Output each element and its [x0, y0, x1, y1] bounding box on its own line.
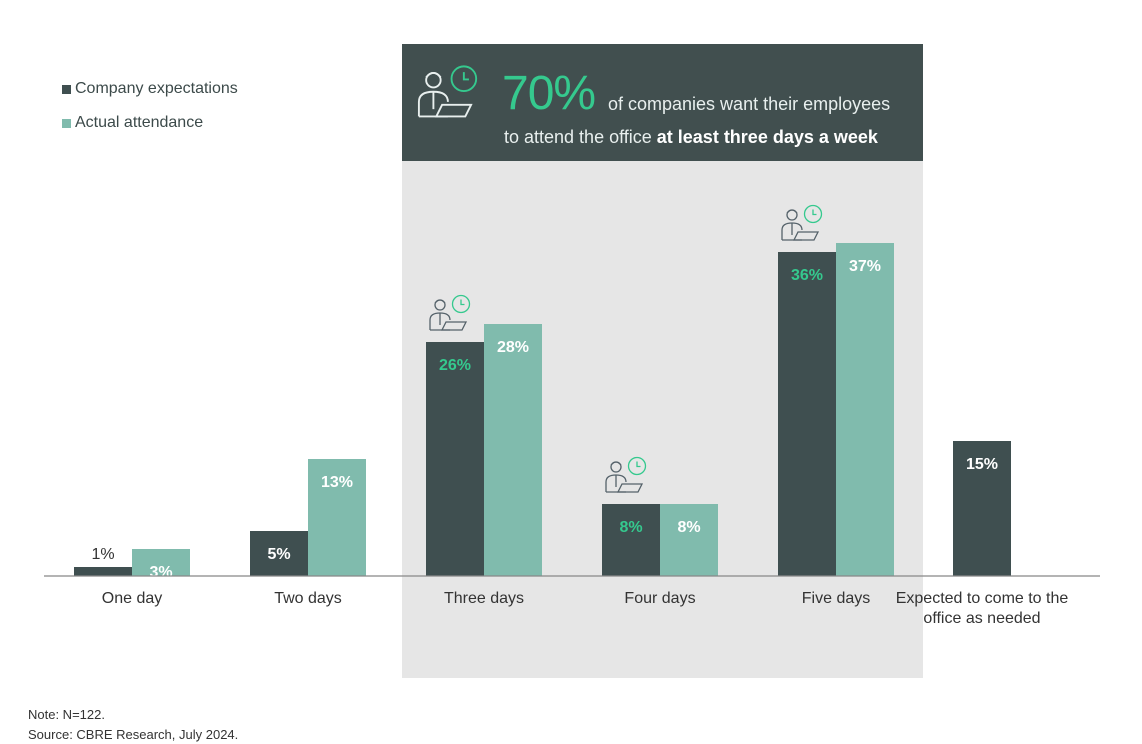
category-label-1-0: Two days — [274, 590, 342, 607]
banner-big-percent: 70% — [502, 67, 596, 120]
worker-clock-icon-3 — [605, 456, 647, 493]
bar-attendance-3 — [660, 504, 718, 576]
banner-line-1: of companies want their employees — [608, 94, 891, 114]
legend-label-attendance: Actual attendance — [75, 114, 204, 131]
legend-label-expectations: Company expectations — [75, 80, 238, 97]
label-expectations-2: 26% — [439, 357, 471, 374]
label-expectations-1: 5% — [267, 546, 290, 563]
category-label-5-1: office as needed — [923, 610, 1040, 627]
bar-expectations-5 — [953, 441, 1011, 576]
label-expectations-5: 15% — [966, 456, 998, 473]
bar-expectations-0 — [74, 567, 132, 576]
label-expectations-3: 8% — [619, 519, 642, 536]
legend-item-expectations: Company expectations — [62, 80, 238, 98]
banner-box — [402, 44, 923, 161]
banner-line-2: to attend the office at least three days… — [504, 127, 878, 148]
category-label-4-0: Five days — [802, 590, 870, 607]
category-label-0-0: One day — [102, 590, 162, 607]
category-label-3-0: Four days — [624, 590, 695, 607]
category-label-2-0: Three days — [444, 590, 524, 607]
footer-source: Source: CBRE Research, July 2024. — [28, 727, 239, 742]
worker-clock-icon-4 — [781, 204, 823, 241]
label-attendance-3: 8% — [677, 519, 700, 536]
label-expectations-4: 36% — [791, 267, 823, 284]
category-label-5-0: Expected to come to the — [896, 590, 1069, 607]
banner-line-2-bold: at least three days a week — [656, 127, 878, 147]
bar-attendance-1 — [308, 459, 366, 576]
bar-attendance-0 — [132, 549, 190, 576]
banner-line-2-plain: to attend the office — [504, 127, 657, 147]
label-attendance-4: 37% — [849, 258, 881, 275]
bar-expectations-2 — [426, 342, 484, 576]
bar-expectations-1 — [250, 531, 308, 576]
legend-item-attendance: Actual attendance — [62, 114, 203, 132]
worker-clock-icon-2 — [429, 294, 471, 331]
worker-clock-icon — [417, 65, 478, 118]
bar-expectations-4 — [778, 252, 836, 576]
legend-swatch-expectations — [62, 84, 71, 94]
bar-attendance-2 — [484, 324, 542, 576]
label-attendance-2: 28% — [497, 339, 529, 356]
bar-expectations-3 — [602, 504, 660, 576]
label-expectations-0: 1% — [91, 546, 114, 563]
label-attendance-1: 13% — [321, 474, 353, 491]
label-attendance-0: 3% — [149, 564, 172, 581]
footer-note: Note: N=122. — [28, 707, 105, 722]
bar-attendance-4 — [836, 243, 894, 576]
legend-swatch-attendance — [62, 118, 71, 128]
